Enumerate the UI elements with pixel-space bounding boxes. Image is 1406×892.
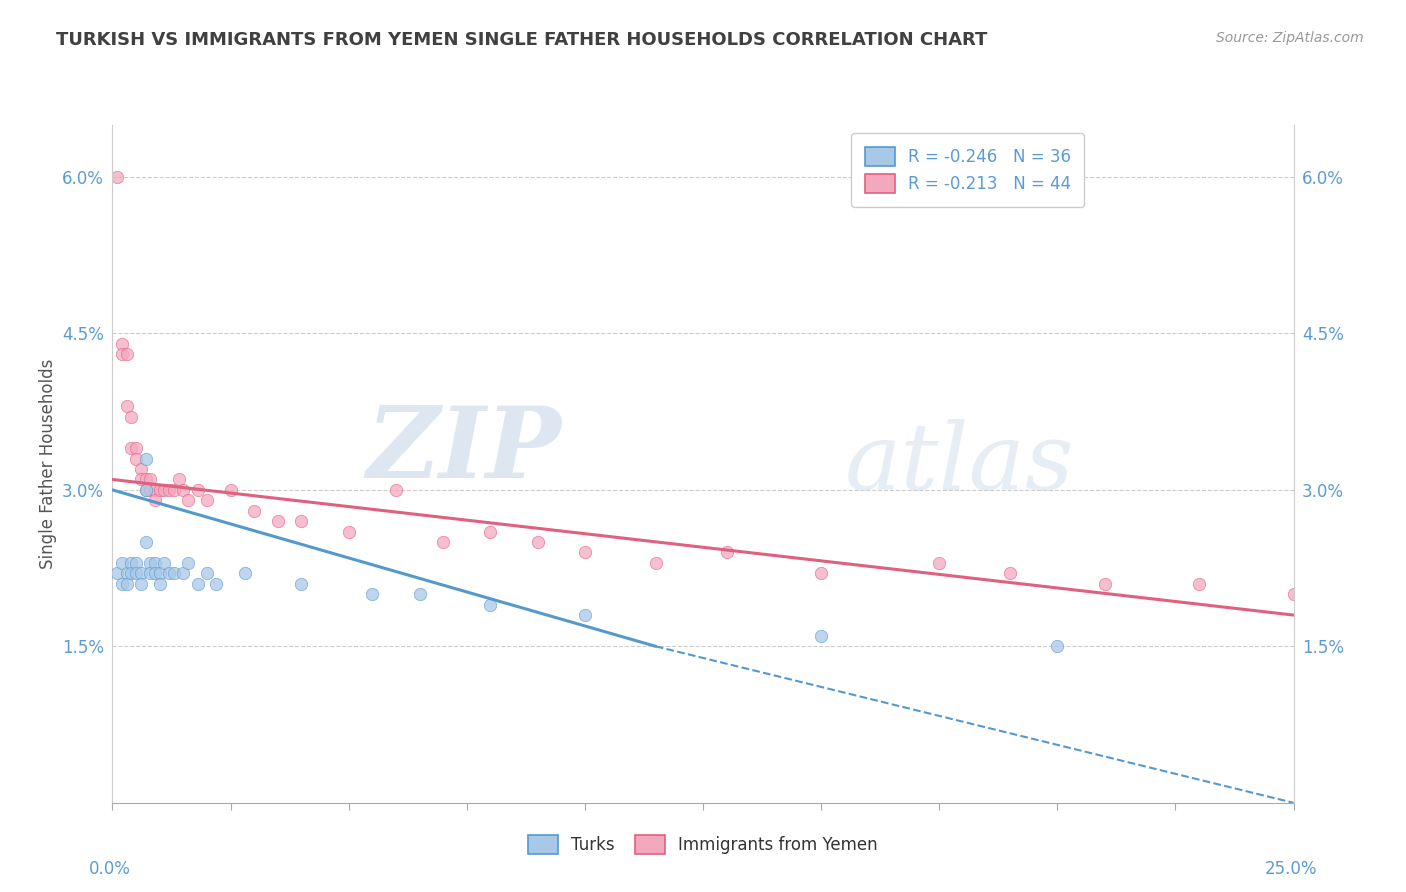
Point [195,566,218,581]
Point [243,504,266,518]
Point [186,483,208,497]
Point [644,556,666,570]
Point [120,556,142,570]
Text: Source: ZipAtlas.com: Source: ZipAtlas.com [1216,31,1364,45]
Point [143,493,166,508]
Point [111,347,134,361]
Point [177,556,200,570]
Point [479,598,502,612]
Point [716,545,738,559]
Point [115,347,138,361]
Point [139,473,162,487]
Point [233,566,256,581]
Point [149,483,172,497]
Legend: Turks, Immigrants from Yemen: Turks, Immigrants from Yemen [520,826,886,863]
Point [928,556,950,570]
Text: TURKISH VS IMMIGRANTS FROM YEMEN SINGLE FATHER HOUSEHOLDS CORRELATION CHART: TURKISH VS IMMIGRANTS FROM YEMEN SINGLE … [56,31,987,49]
Point [129,462,152,476]
Text: 25.0%: 25.0% [1264,860,1317,878]
Point [120,566,142,581]
Text: 0.0%: 0.0% [89,860,131,878]
Point [115,576,138,591]
Point [186,576,208,591]
Point [139,556,162,570]
Point [115,400,138,414]
Point [574,545,596,559]
Point [135,483,157,497]
Point [290,576,312,591]
Point [125,566,148,581]
Point [105,169,128,184]
Point [115,566,138,581]
Point [163,483,186,497]
Point [177,493,200,508]
Point [125,451,148,466]
Point [408,587,430,601]
Point [120,441,142,455]
Point [163,566,186,581]
Point [111,556,134,570]
Point [205,576,228,591]
Point [337,524,360,539]
Point [135,483,157,497]
Point [479,524,502,539]
Point [432,535,454,549]
Point [120,409,142,424]
Point [526,535,548,549]
Y-axis label: Single Father Households: Single Father Households [39,359,58,569]
Point [167,473,190,487]
Point [1046,640,1069,654]
Point [139,483,162,497]
Text: ZIP: ZIP [367,402,561,499]
Point [143,483,166,497]
Point [1094,576,1116,591]
Point [125,556,148,570]
Point [290,514,312,528]
Point [153,483,176,497]
Point [139,566,162,581]
Point [153,556,176,570]
Point [361,587,384,601]
Point [149,566,172,581]
Point [135,535,157,549]
Point [135,451,157,466]
Point [129,566,152,581]
Point [574,608,596,623]
Point [172,483,194,497]
Point [172,566,194,581]
Point [129,473,152,487]
Point [157,483,180,497]
Point [105,566,128,581]
Point [1188,576,1211,591]
Point [998,566,1021,581]
Point [810,566,832,581]
Point [111,337,134,351]
Point [129,576,152,591]
Point [195,493,218,508]
Point [810,629,832,643]
Point [135,473,157,487]
Point [157,566,180,581]
Text: atlas: atlas [845,419,1074,508]
Point [149,576,172,591]
Point [385,483,408,497]
Point [125,441,148,455]
Point [143,556,166,570]
Point [1282,587,1305,601]
Point [143,566,166,581]
Point [219,483,242,497]
Point [267,514,290,528]
Point [111,576,134,591]
